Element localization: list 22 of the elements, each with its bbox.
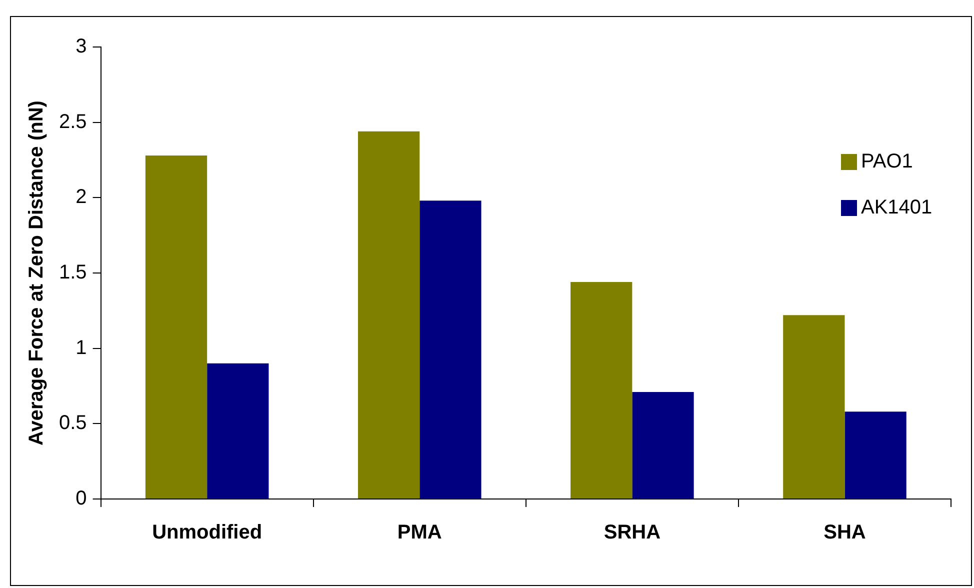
- bar: [420, 200, 482, 498]
- bar: [844, 412, 906, 498]
- bar: [358, 131, 420, 498]
- bar: [783, 315, 845, 498]
- y-tick-label: 1: [76, 336, 87, 359]
- y-tick-label: 2.5: [58, 110, 87, 133]
- x-tick-label: PMA: [397, 522, 442, 544]
- x-tick-label: Unmodified: [152, 522, 262, 544]
- x-tick-label: SRHA: [604, 522, 661, 544]
- y-axis-title: Average Force at Zero Distance (nN): [26, 100, 48, 446]
- bar: [145, 155, 208, 498]
- legend-label: PAO1: [861, 150, 913, 173]
- legend-label: AK1401: [861, 196, 932, 219]
- bar: [632, 392, 694, 498]
- y-tick-label: 0.5: [58, 412, 87, 434]
- x-tick-label: SHA: [824, 522, 866, 544]
- bar: [207, 363, 269, 498]
- y-tick-label: 2: [76, 186, 87, 208]
- y-tick-label: 0: [76, 488, 87, 510]
- y-tick-label: 1.5: [58, 262, 87, 284]
- y-tick-label: 3: [76, 36, 87, 58]
- bar: [570, 282, 632, 498]
